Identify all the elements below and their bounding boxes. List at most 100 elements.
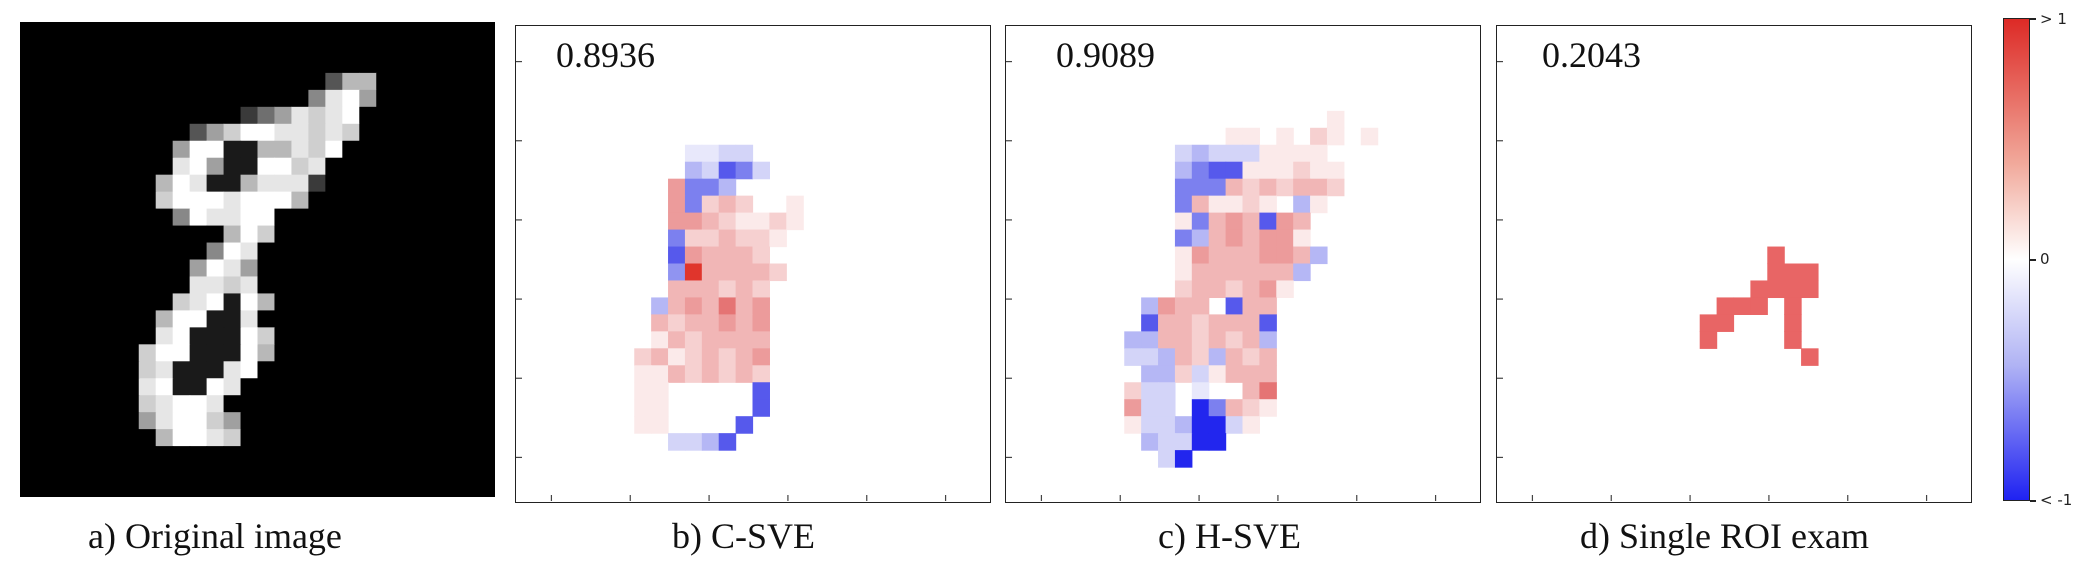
pixel xyxy=(291,310,309,328)
pixel xyxy=(53,429,72,447)
pixel xyxy=(1208,212,1227,231)
pixel xyxy=(1141,348,1159,366)
pixel xyxy=(393,327,411,345)
pixel xyxy=(376,123,394,142)
pixel xyxy=(121,38,140,57)
pixel xyxy=(444,446,462,464)
pixel xyxy=(376,259,394,278)
pixel xyxy=(308,446,326,464)
pixel xyxy=(634,399,652,417)
pixel xyxy=(1242,246,1260,265)
pixel xyxy=(206,225,225,244)
pixel xyxy=(155,480,174,498)
pixel xyxy=(53,225,72,244)
pixel xyxy=(410,310,428,328)
pixel xyxy=(240,208,259,227)
pixel xyxy=(478,480,496,498)
pixel xyxy=(393,378,411,396)
pixel xyxy=(393,38,411,57)
pixel xyxy=(291,140,309,159)
pixel xyxy=(155,259,174,278)
pixel xyxy=(70,344,89,362)
pixel xyxy=(410,293,428,311)
pixel xyxy=(189,22,208,40)
pixel xyxy=(1225,365,1244,383)
pixel xyxy=(274,429,293,447)
pixel xyxy=(1191,331,1210,349)
pixel xyxy=(444,123,462,142)
pixel xyxy=(342,55,360,74)
pixel xyxy=(1191,365,1210,383)
pixel xyxy=(121,22,140,40)
h-sve-panel: 0.9089 xyxy=(1005,25,1481,503)
pixel xyxy=(1767,263,1785,282)
pixel xyxy=(1784,331,1802,349)
pixel xyxy=(427,344,445,362)
pixel xyxy=(240,38,259,57)
pixel xyxy=(1174,450,1193,468)
pixel xyxy=(87,276,106,295)
pixel xyxy=(138,123,157,142)
pixel xyxy=(36,242,55,261)
pixel xyxy=(701,331,720,349)
pixel xyxy=(461,446,479,464)
pixel xyxy=(718,263,737,282)
pixel xyxy=(121,72,140,91)
pixel xyxy=(410,140,428,159)
pixel xyxy=(223,106,242,125)
pixel xyxy=(1699,314,1718,332)
pixel xyxy=(104,38,123,57)
pixel xyxy=(206,259,225,278)
pixel xyxy=(376,225,394,244)
pixel xyxy=(1801,348,1819,366)
pixel xyxy=(53,174,72,193)
pixel xyxy=(410,259,428,278)
pixel xyxy=(1310,178,1328,197)
pixel xyxy=(53,208,72,227)
pixel xyxy=(121,429,140,447)
pixel xyxy=(1225,246,1244,265)
pixel xyxy=(53,140,72,159)
pixel xyxy=(308,157,326,176)
pixel xyxy=(291,22,309,40)
pixel xyxy=(257,378,276,396)
pixel xyxy=(291,429,309,447)
pixel xyxy=(684,212,703,231)
pixel xyxy=(393,259,411,278)
pixel xyxy=(36,22,55,40)
pixel xyxy=(1276,280,1294,299)
pixel xyxy=(1191,416,1210,434)
pixel xyxy=(189,361,208,379)
pixel xyxy=(427,310,445,328)
pixel xyxy=(240,72,259,91)
pixel xyxy=(70,259,89,278)
pixel xyxy=(308,55,326,74)
pixel xyxy=(206,208,225,227)
pixel xyxy=(172,157,191,176)
pixel xyxy=(206,293,225,311)
pixel xyxy=(70,378,89,396)
pixel xyxy=(359,412,377,430)
pixel xyxy=(393,446,411,464)
pixel xyxy=(376,327,394,345)
pixel xyxy=(684,161,703,180)
pixel xyxy=(206,378,225,396)
pixel xyxy=(461,378,479,396)
pixel xyxy=(359,259,377,278)
pixel xyxy=(206,327,225,345)
pixel xyxy=(87,225,106,244)
pixel xyxy=(376,89,394,108)
pixel xyxy=(325,310,343,328)
pixel xyxy=(70,293,89,311)
pixel xyxy=(359,480,377,498)
pixel xyxy=(36,480,55,498)
pixel xyxy=(1293,263,1311,282)
pixel xyxy=(223,22,242,40)
pixel xyxy=(427,72,445,91)
c-sve-score: 0.8936 xyxy=(556,35,655,75)
pixel xyxy=(701,433,720,451)
pixel xyxy=(735,229,754,248)
pixel xyxy=(1174,365,1193,383)
pixel xyxy=(308,429,326,447)
pixel xyxy=(325,480,343,498)
